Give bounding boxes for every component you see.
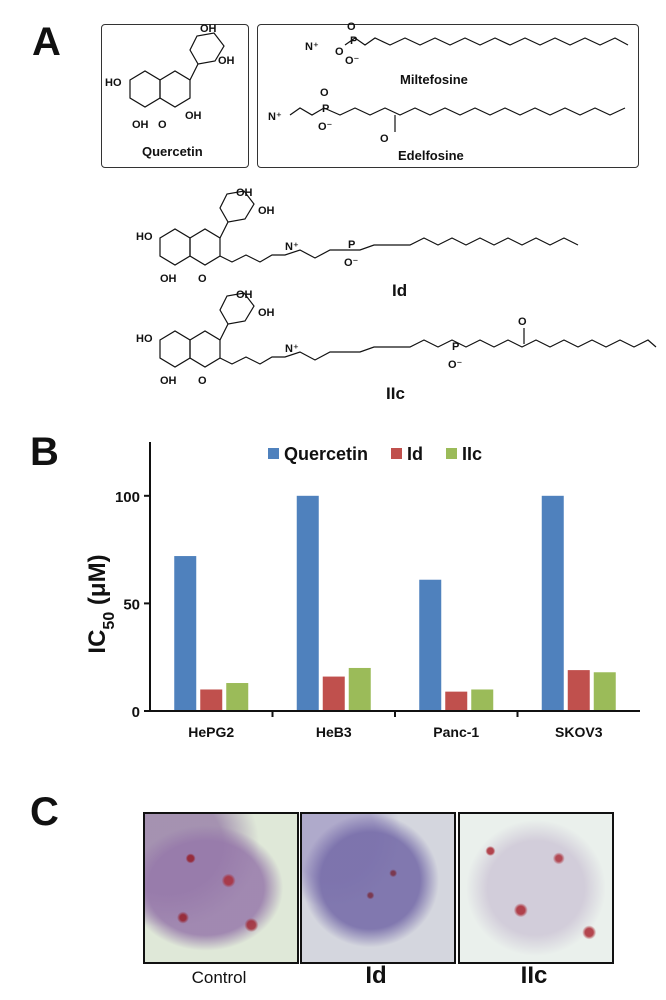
iic-ring-a [159, 330, 191, 368]
micrograph-iic [458, 812, 614, 964]
lipid-box [257, 24, 639, 168]
micrograph-label-iic: IIc [520, 962, 548, 989]
iic-oh-3: OH [160, 375, 177, 387]
iic-chain [219, 339, 657, 365]
iic-o: O [198, 375, 207, 387]
quercetin-box [101, 24, 249, 168]
iic-ho: HO [136, 333, 153, 345]
id-oh-3: OH [160, 273, 177, 285]
iic-n: N⁺ [285, 343, 299, 355]
id-ho: HO [136, 231, 153, 243]
y-tick-label: 50 [123, 596, 140, 613]
quercetin-ring-b [189, 32, 225, 81]
id-p: P [348, 239, 355, 251]
panel-a-letter: A [32, 20, 61, 64]
y-tick-label: 0 [132, 704, 140, 721]
y-axis-label: IC50 (μM) [84, 554, 118, 653]
iic-p: P [452, 341, 459, 353]
bar-iic-skov3 [593, 672, 616, 711]
bar-iic-heb3 [348, 667, 371, 711]
micrograph-label-id: Id [365, 962, 387, 989]
quercetin-o: O [158, 119, 167, 131]
edelfosine-o-minus: O⁻ [318, 121, 333, 133]
panel-b-letter: B [30, 430, 59, 474]
id-oh-1: OH [236, 187, 253, 199]
ic50-bar-chart: 0 50 100 HePG2 HeB3 Panc-1 SKOV3 Quercetin Id II… [84, 442, 640, 740]
micrograph-control [143, 812, 299, 964]
iic-oh-2: OH [258, 307, 275, 319]
quercetin-oh-4: OH [132, 119, 149, 131]
bar-id-heb3 [322, 676, 345, 711]
id-o: O [198, 273, 207, 285]
iic-oh-1: OH [236, 289, 253, 301]
iic-o-minus: O⁻ [448, 359, 463, 371]
iic-methoxy-o: O [518, 316, 527, 328]
id-o-minus: O⁻ [344, 257, 359, 269]
bar-id-skov3 [567, 670, 590, 711]
iic-ring-b [219, 292, 255, 341]
x-tick-label: HeB3 [316, 724, 352, 740]
edelfosine-n: N⁺ [268, 111, 282, 123]
miltefosine-o-2: O [347, 21, 356, 33]
legend-label-quercetin: Quercetin [284, 444, 368, 464]
miltefosine-caption: Miltefosine [400, 72, 468, 87]
micrograph-label-control: Control [191, 968, 247, 987]
legend-swatch-quercetin [268, 448, 279, 459]
legend-swatch-id [391, 448, 402, 459]
bar-quercetin-hepg2 [174, 556, 197, 711]
quercetin-oh-2: OH [218, 55, 235, 67]
structures-panel-a: OH OH HO OH OH O N⁺ O P O O⁻ N⁺ P O O⁻ O… [105, 21, 657, 387]
y-tick-label: 100 [115, 489, 140, 506]
legend-label-iic: IIc [462, 444, 482, 464]
quercetin-ho: HO [105, 77, 122, 89]
micrograph-id [300, 812, 456, 964]
miltefosine-chain [344, 37, 629, 46]
miltefosine-o-minus: O⁻ [345, 55, 360, 67]
panel-c-letter: C [30, 790, 59, 834]
bar-id-hepg2 [200, 689, 223, 711]
id-chain [219, 237, 579, 263]
quercetin-ring-a [129, 70, 161, 108]
edelfosine-caption: Edelfosine [398, 148, 464, 163]
id-label: Id [392, 281, 408, 300]
x-tick-label: Panc-1 [433, 724, 479, 740]
quercetin-ring-c [159, 70, 191, 108]
edelfosine-chain [289, 107, 626, 116]
miltefosine-n: N⁺ [305, 41, 319, 53]
legend-swatch-iic [446, 448, 457, 459]
quercetin-caption: Quercetin [142, 144, 203, 159]
bar-iic-hepg2 [226, 683, 249, 711]
miltefosine-p: P [350, 35, 357, 47]
miltefosine-o-1: O [335, 46, 344, 58]
bar-quercetin-heb3 [296, 495, 319, 711]
bar-quercetin-skov3 [541, 495, 564, 711]
id-ring-c [189, 228, 221, 266]
quercetin-oh-3: OH [185, 110, 202, 122]
x-tick-label: HePG2 [188, 724, 234, 740]
edelfosine-o-1: O [320, 87, 329, 99]
bar-iic-panc1 [471, 689, 494, 711]
legend-label-id: Id [407, 444, 423, 464]
bar-quercetin-panc1 [419, 579, 442, 711]
quercetin-oh-1: OH [200, 23, 217, 35]
x-tick-label: SKOV3 [555, 724, 603, 740]
bar-id-panc1 [445, 691, 468, 711]
id-ring-b [219, 190, 255, 239]
edelfosine-p: P [322, 103, 329, 115]
iic-ring-c [189, 330, 221, 368]
id-n: N⁺ [285, 241, 299, 253]
id-ring-a [159, 228, 191, 266]
id-oh-2: OH [258, 205, 275, 217]
edelfosine-o-2: O [380, 133, 389, 145]
iic-label: IIc [386, 384, 405, 403]
